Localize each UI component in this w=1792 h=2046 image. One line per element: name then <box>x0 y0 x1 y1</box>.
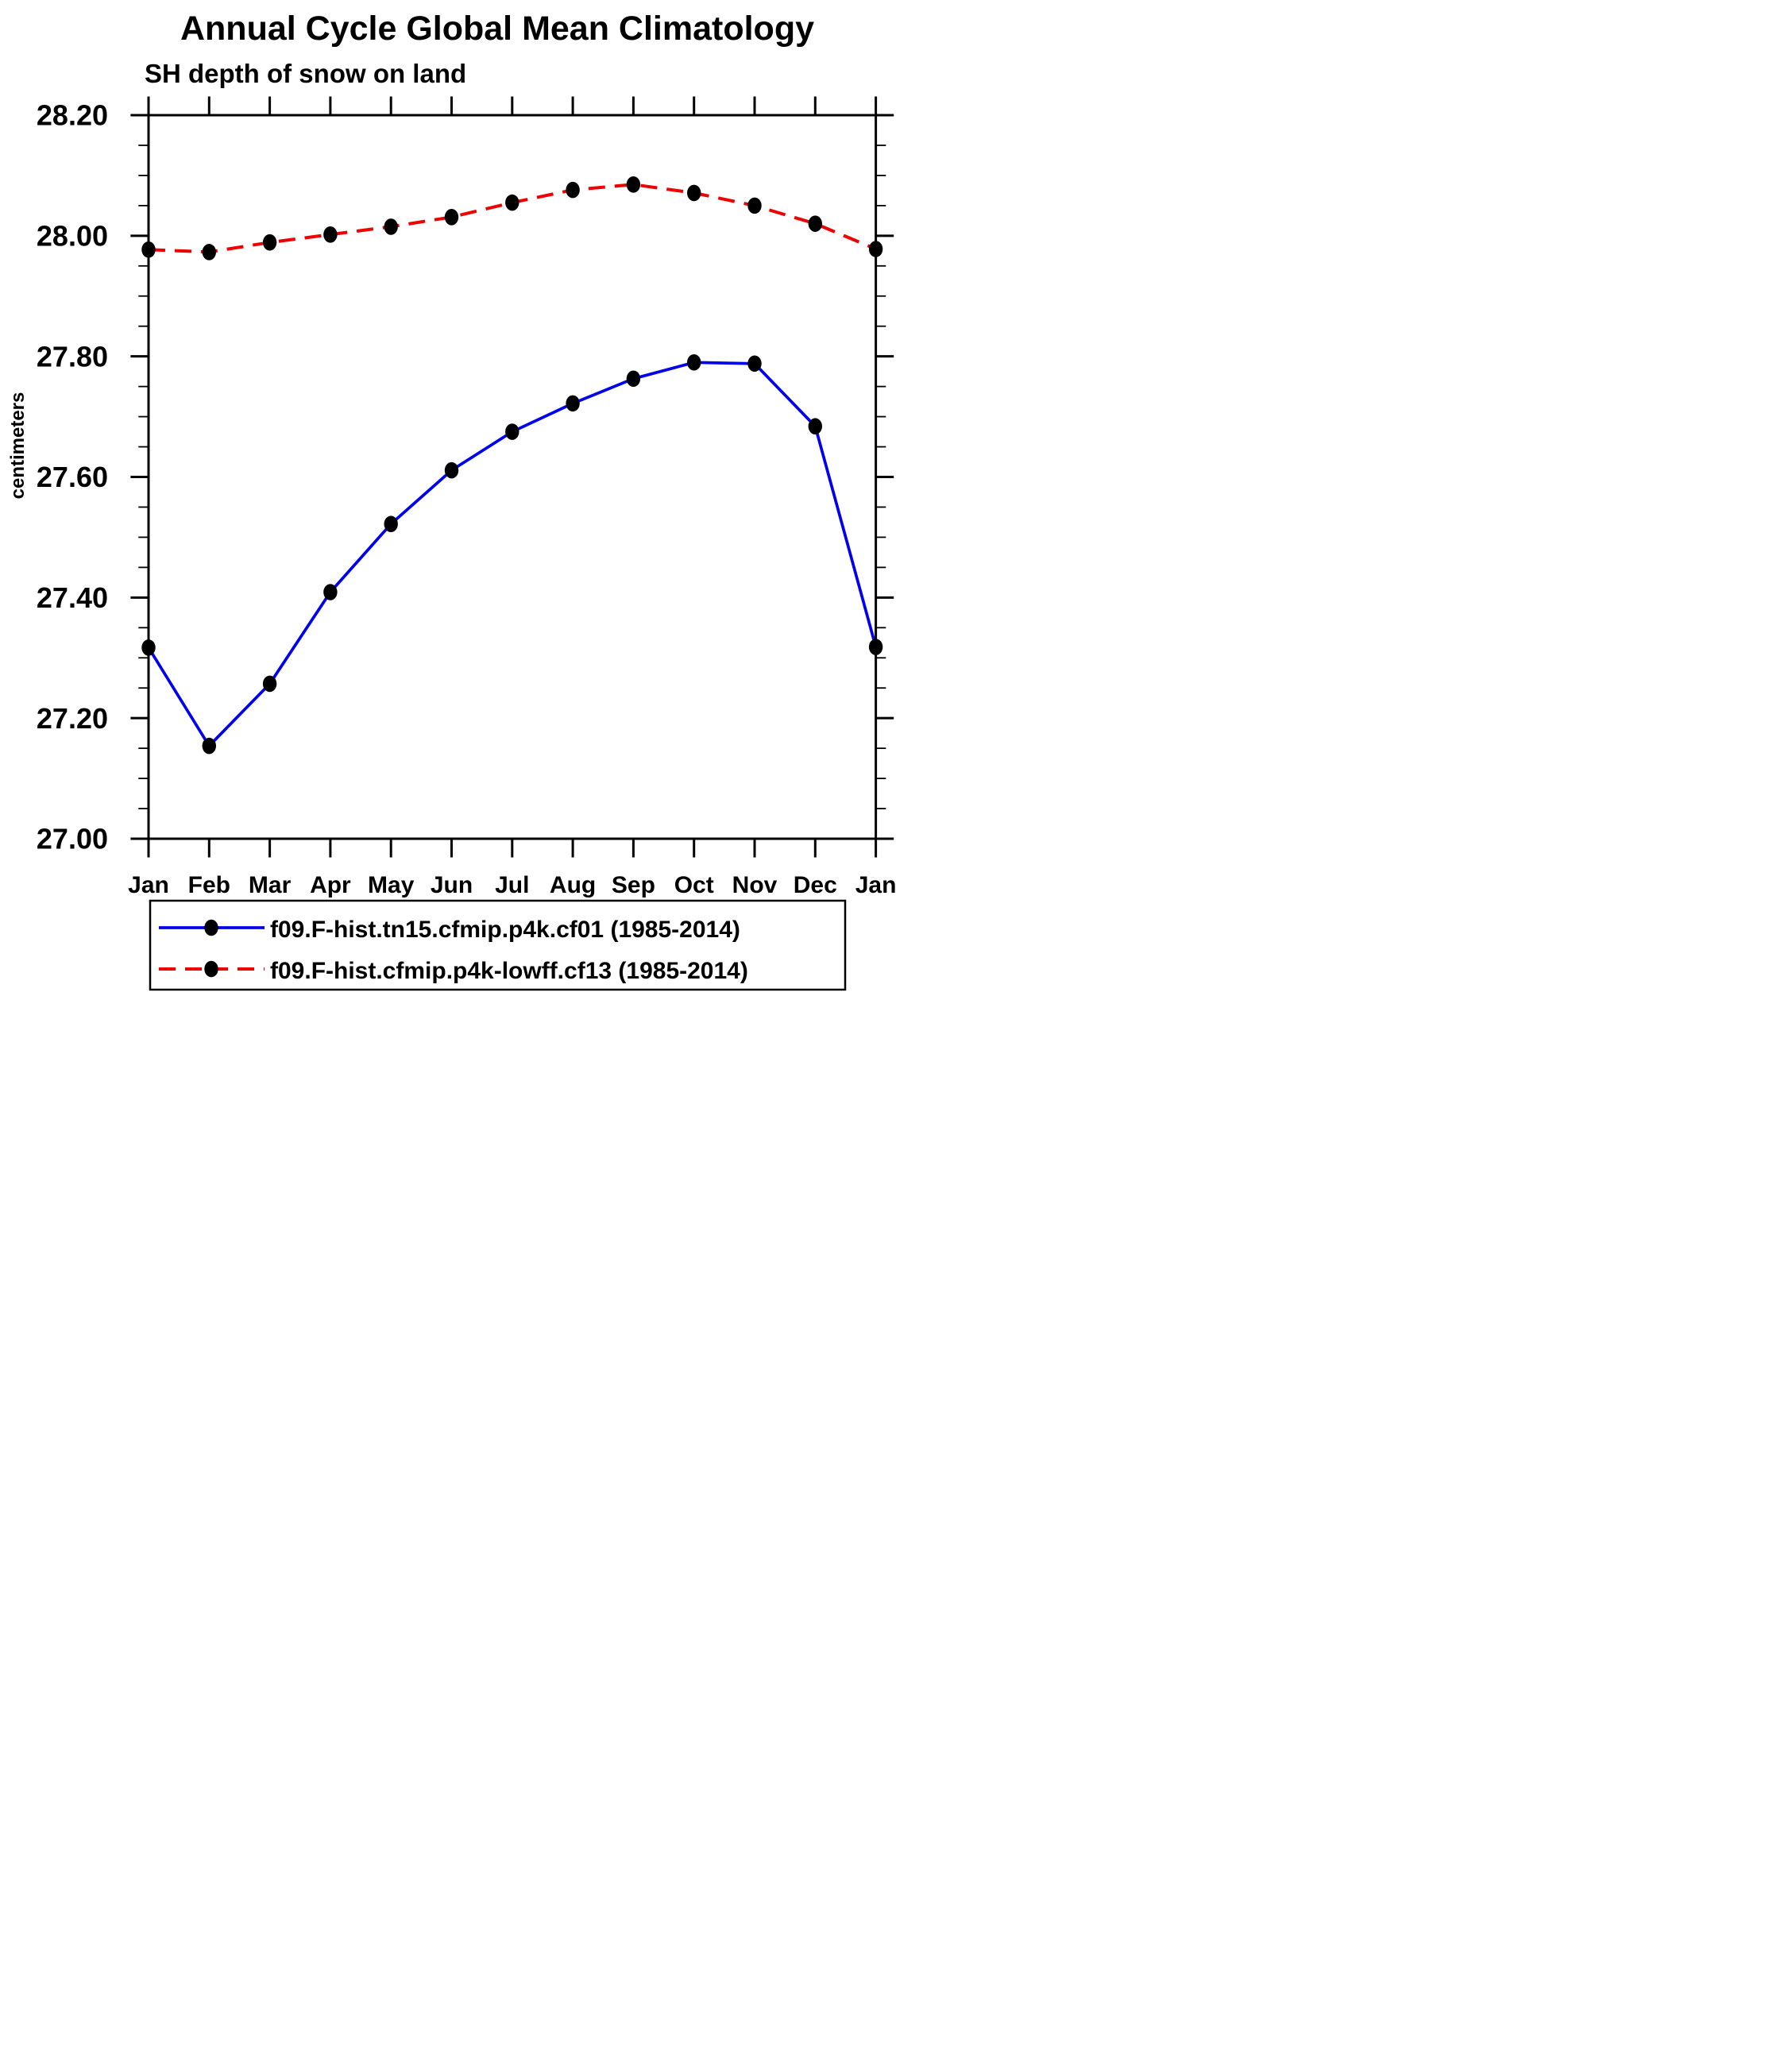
legend-marker-dot-2 <box>204 960 218 978</box>
y-axis-title: centimeters <box>7 392 29 500</box>
x-tick-label: Jan <box>855 872 896 898</box>
plot-box <box>147 114 878 840</box>
series-2-marker <box>384 218 398 235</box>
y-tick-label: 28.20 <box>37 99 108 132</box>
series-1-marker <box>202 737 216 755</box>
series-2-marker <box>626 176 641 193</box>
legend-marker-solid-line <box>159 919 265 936</box>
legend-marker-dot-1 <box>204 919 218 936</box>
plot-area: 28.20 28.00 27.80 27.60 27.40 27.20 27.00 Jan Fe… <box>37 96 896 898</box>
x-tick-label: Jan <box>128 872 169 898</box>
y-tick-label: 27.20 <box>37 702 108 735</box>
series-line-1 <box>147 361 878 749</box>
y-tick-label: 28.00 <box>37 219 108 252</box>
series-1-marker <box>626 370 641 388</box>
series-2-marker <box>323 226 338 243</box>
series-1-marker <box>444 461 459 479</box>
chart-subtitle: SH depth of snow on land <box>145 59 466 88</box>
series-2-marker <box>747 197 762 214</box>
series-2-marker <box>202 244 216 261</box>
series-2-marker <box>808 215 822 232</box>
series-1-marker <box>505 423 519 440</box>
series-1-marker <box>323 584 338 600</box>
x-tick-label: Jun <box>431 872 473 898</box>
annual-cycle-chart: Annual Cycle Global Mean Climatology SH … <box>7 10 896 991</box>
y-tick-label: 27.00 <box>37 823 108 855</box>
x-tick-label: Feb <box>188 872 230 898</box>
series-2-marker <box>262 234 277 251</box>
x-tick-label: Apr <box>310 872 351 898</box>
annual-cycle-climatology-page: Annual Cycle Global Mean Climatology SH … <box>0 0 896 1023</box>
y-tick-label: 27.80 <box>37 340 108 373</box>
chart-title: Annual Cycle Global Mean Climatology <box>180 10 814 48</box>
x-tick-label: Dec <box>794 872 837 898</box>
series-2-marker <box>687 184 701 202</box>
x-tick-label: Aug <box>550 872 596 898</box>
series-2-marker <box>444 208 459 226</box>
series-2-marker <box>566 181 580 199</box>
legend: f09.F-hist.tn15.cfmip.p4k.cf01 (1985-201… <box>149 899 847 991</box>
series-1-marker <box>808 418 822 435</box>
x-tick-label: Sep <box>612 872 655 898</box>
x-tick-label: Oct <box>674 872 714 898</box>
legend-box <box>149 899 847 991</box>
legend-label-series-2: f09.F-hist.cfmip.p4k-lowff.cf13 (1985-20… <box>270 958 748 984</box>
y-tick-label: 27.60 <box>37 461 108 493</box>
x-tick-label: Nov <box>732 872 778 898</box>
x-tick-label: Mar <box>249 872 292 898</box>
legend-marker-dashed-line <box>159 960 265 978</box>
series-1-marker <box>566 395 580 412</box>
series-1-marker <box>262 675 277 693</box>
series-1-marker <box>687 353 701 371</box>
y-tick-label: 27.40 <box>37 581 108 614</box>
x-tick-label: May <box>368 872 415 898</box>
series-1-marker <box>384 515 398 533</box>
series-1-marker <box>747 355 762 373</box>
series-2-marker <box>505 194 519 211</box>
x-tick-label: Jul <box>495 872 529 898</box>
legend-label-series-1: f09.F-hist.tn15.cfmip.p4k.cf01 (1985-201… <box>270 917 740 943</box>
